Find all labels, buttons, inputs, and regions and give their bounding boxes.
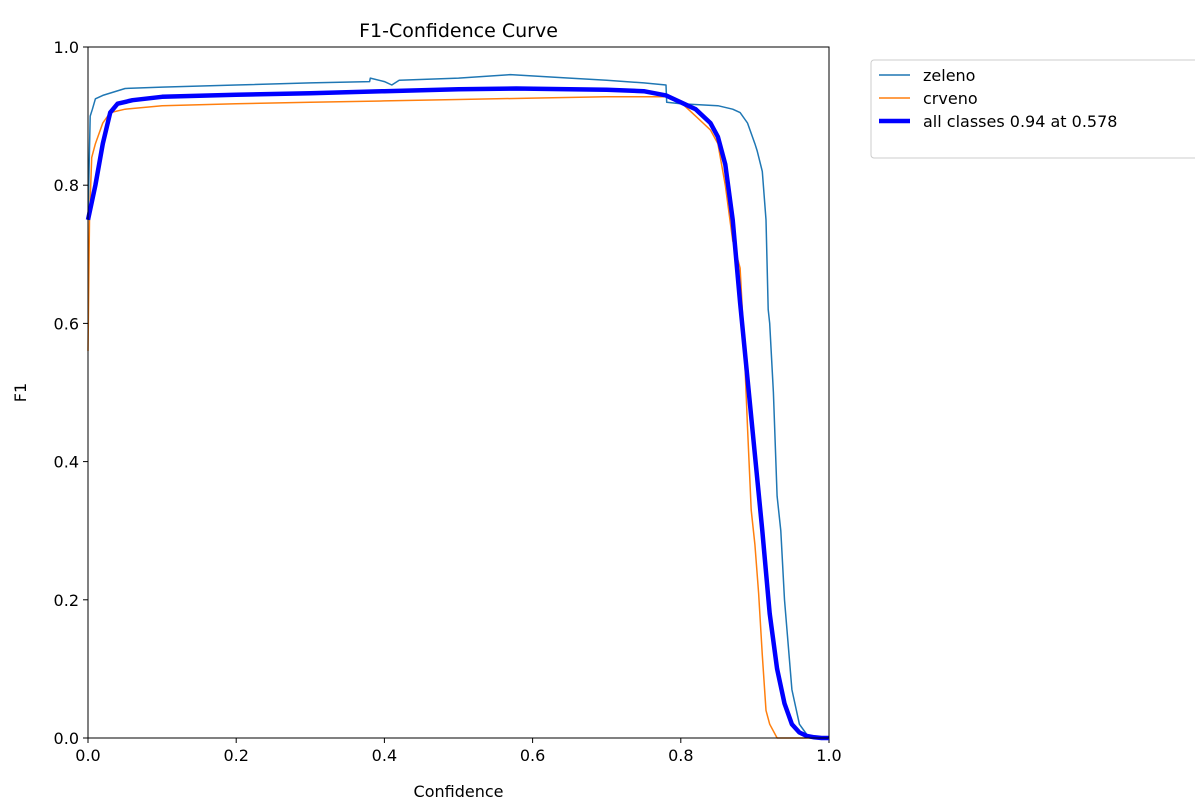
y-tick-label: 1.0 — [54, 38, 79, 57]
x-tick-label: 0.2 — [223, 746, 248, 765]
x-tick-label: 0.0 — [75, 746, 100, 765]
y-tick-label: 0.4 — [54, 453, 79, 472]
chart-title: F1-Confidence Curve — [359, 20, 558, 42]
series-line-2 — [85, 86, 829, 741]
series-line-1 — [87, 96, 829, 739]
series-line-0 — [87, 73, 829, 739]
series-lines — [85, 73, 829, 741]
legend: zeleno crveno all classes 0.94 at 0.578 — [870, 59, 1195, 159]
legend-label-0: zeleno — [923, 66, 975, 85]
legend-label-2: all classes 0.94 at 0.578 — [923, 112, 1117, 131]
x-tick-label: 0.8 — [668, 746, 693, 765]
x-tick-label: 0.6 — [520, 746, 545, 765]
y-tick-label: 0.8 — [54, 176, 79, 195]
y-tick-label: 0.0 — [54, 729, 79, 748]
axis-ticks: 0.0 0.2 0.4 0.6 0.8 1.0 0.0 0.2 0.4 0.6 0.8 1.0 — [54, 38, 842, 765]
x-tick-label: 0.4 — [372, 746, 397, 765]
x-axis-label: Confidence — [414, 782, 504, 801]
y-tick-label: 0.6 — [54, 314, 79, 333]
x-tick-label: 1.0 — [816, 746, 841, 765]
y-tick-label: 0.2 — [54, 591, 79, 610]
legend-box — [870, 59, 1195, 159]
legend-label-1: crveno — [923, 89, 978, 108]
y-axis-label: F1 — [11, 383, 30, 402]
plot-frame — [87, 46, 830, 739]
